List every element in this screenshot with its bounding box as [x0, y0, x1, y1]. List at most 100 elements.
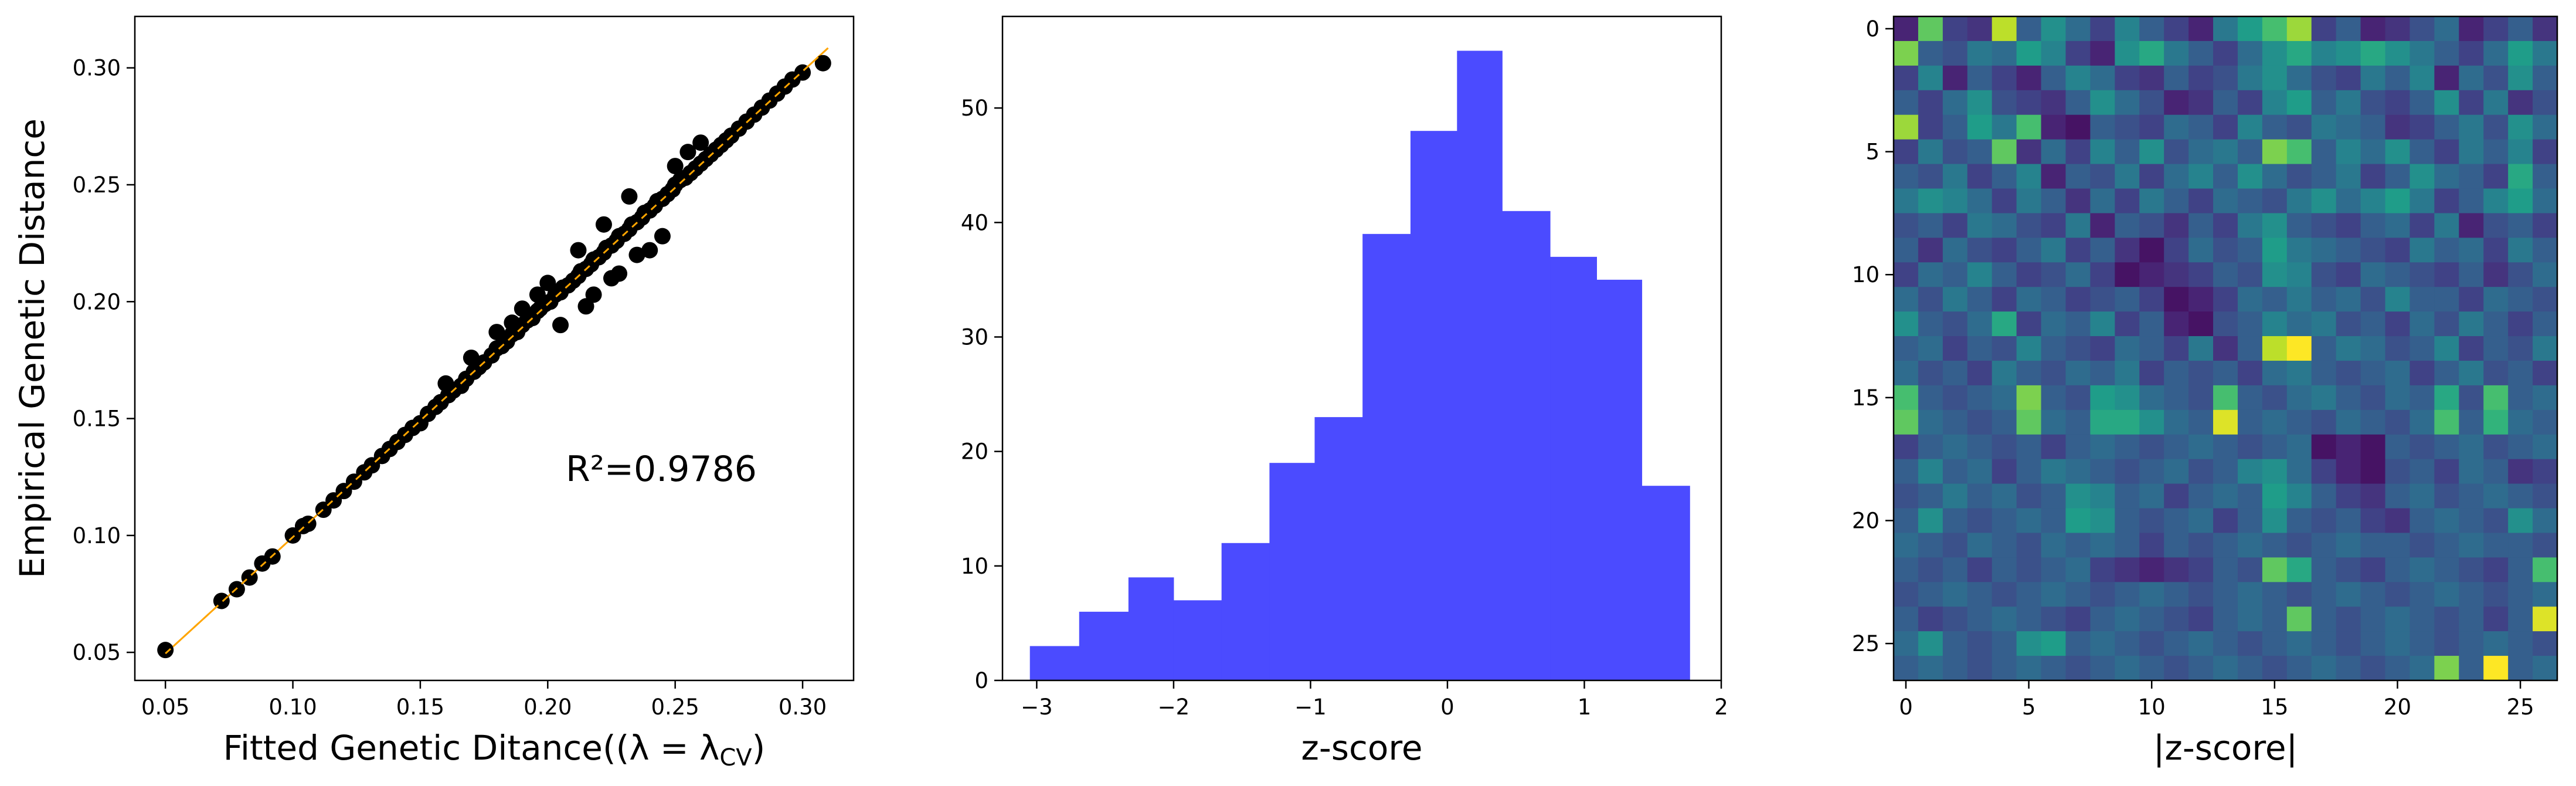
heatmap-cell	[2286, 40, 2312, 66]
heatmap-cell	[1918, 213, 1943, 238]
heatmap-cell	[1942, 607, 1968, 632]
heatmap-cell	[2016, 164, 2042, 189]
heatmap-cell	[1992, 238, 2017, 263]
heatmap-cell	[1967, 65, 1993, 91]
heatmap-cell	[2262, 65, 2288, 91]
heatmap-cell	[2016, 213, 2042, 238]
heatmap-cell	[2360, 336, 2386, 361]
heatmap-cell	[2286, 557, 2312, 582]
scatter-point	[585, 286, 602, 303]
heatmap-cell	[2164, 483, 2189, 509]
heatmap-cell	[2434, 65, 2459, 91]
heatmap-cell	[1894, 582, 1919, 607]
heatmap-cell	[1942, 65, 1968, 91]
heatmap-cell	[1894, 508, 1919, 534]
heatmap-cell	[2164, 360, 2189, 386]
y-tick-label: 40	[961, 210, 988, 235]
heatmap-cell	[2213, 114, 2238, 140]
heatmap-cell	[2115, 459, 2140, 485]
heatmap-cell	[2385, 40, 2411, 66]
heatmap-cell	[1992, 557, 2017, 582]
heatmap-cell	[2508, 65, 2533, 91]
heatmap-cell	[2237, 557, 2263, 582]
heatmap-cell	[2434, 656, 2459, 681]
heatmap-cell	[2065, 213, 2091, 238]
histogram-bar	[1410, 131, 1457, 680]
heatmap-cell	[2385, 533, 2411, 558]
heatmap-cell	[2016, 238, 2042, 263]
heatmap-cell	[2237, 311, 2263, 337]
heatmap-cell	[2311, 40, 2337, 66]
heatmap-cell	[2262, 114, 2288, 140]
scatter-point	[504, 314, 521, 331]
heatmap-cell	[1894, 40, 1919, 66]
heatmap-cell	[1894, 139, 1919, 165]
heatmap-cell	[1992, 40, 2017, 66]
heatmap-cell	[2483, 557, 2509, 582]
heatmap-cell	[2016, 533, 2042, 558]
heatmap-cell	[2188, 65, 2214, 91]
heatmap-cell	[2213, 139, 2238, 165]
heatmap-cell	[2410, 287, 2435, 312]
heatmap-cell	[2213, 607, 2238, 632]
heatmap-cell	[1894, 65, 1919, 91]
heatmap-cell	[2016, 459, 2042, 485]
heatmap-cell	[1992, 582, 2017, 607]
heatmap-cell	[2533, 459, 2558, 485]
heatmap-cell	[2188, 164, 2214, 189]
heatmap-cell	[2385, 360, 2411, 386]
heatmap-cell	[2262, 631, 2288, 656]
heatmap-cell	[2434, 631, 2459, 656]
heatmap-cell	[2508, 483, 2533, 509]
heatmap-cell	[2065, 656, 2091, 681]
scatter-point	[157, 642, 174, 659]
heatmap-cell	[2459, 434, 2484, 460]
heatmap-cell	[2410, 188, 2435, 214]
heatmap-cell	[2410, 65, 2435, 91]
heatmap-cell	[2459, 188, 2484, 214]
heatmap-cell	[1894, 656, 1919, 681]
heatmap-cell	[2483, 262, 2509, 287]
x-tick-label: 0.05	[141, 694, 189, 720]
heatmap-cell	[2237, 607, 2263, 632]
heatmap-cell	[1942, 360, 1968, 386]
histogram-bar	[1079, 611, 1129, 680]
histogram-bars	[1029, 50, 1690, 680]
heatmap-cell	[2508, 16, 2533, 42]
heatmap-cell	[2016, 40, 2042, 66]
heatmap-cell	[2459, 483, 2484, 509]
heatmap-cell	[2508, 139, 2533, 165]
scatter-points	[157, 47, 831, 659]
heatmap-cell	[1894, 262, 1919, 287]
heatmap-cell	[2336, 409, 2361, 435]
heatmap-cell	[1992, 483, 2017, 509]
heatmap-cell	[1918, 287, 1943, 312]
heatmap-cell	[2459, 287, 2484, 312]
heatmap-cell	[1918, 631, 1943, 656]
heatmap-cell	[2262, 188, 2288, 214]
scatter-y-axis-label: Empirical Genetic Distance	[12, 118, 52, 578]
heatmap-cell	[2065, 360, 2091, 386]
heatmap-cell	[2385, 508, 2411, 534]
heatmap-cell	[2164, 459, 2189, 485]
heatmap-cell	[2016, 90, 2042, 116]
heatmap-cell	[2311, 434, 2337, 460]
heatmap-cell	[2164, 262, 2189, 287]
heatmap-cell	[1918, 139, 1943, 165]
heatmap-cell	[1942, 90, 1968, 116]
heatmap-cell	[2336, 607, 2361, 632]
heatmap-cell	[2065, 508, 2091, 534]
heatmap-cell	[2410, 483, 2435, 509]
heatmap-cell	[2410, 311, 2435, 337]
heatmap-cell	[2385, 90, 2411, 116]
heatmap-cell	[1918, 409, 1943, 435]
heatmap-cell	[1942, 262, 1968, 287]
heatmap-cell	[1992, 311, 2017, 337]
heatmap-cell	[2016, 114, 2042, 140]
x-tick-label: −1	[1294, 694, 1327, 720]
heatmap-cell	[2115, 164, 2140, 189]
heatmap-cell	[2090, 656, 2115, 681]
heatmap-cell	[1942, 459, 1968, 485]
x-tick-label: 10	[2138, 694, 2166, 720]
